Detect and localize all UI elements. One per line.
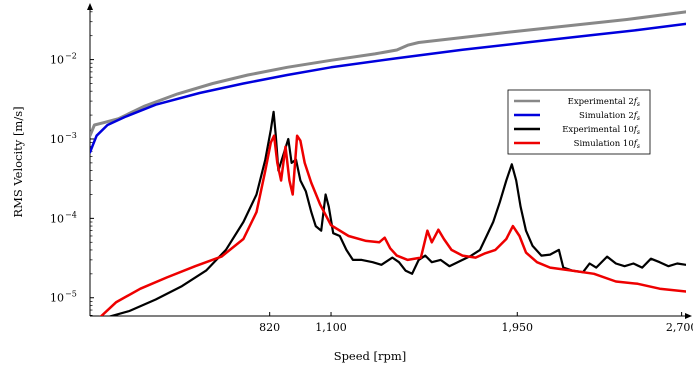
y-axis-arrow <box>87 3 93 10</box>
series-line-3 <box>99 134 686 316</box>
legend-label: Experimental 2fs <box>568 97 640 108</box>
y-tick-exponent: −3 <box>65 131 77 140</box>
y-tick-exponent: −2 <box>65 52 77 61</box>
y-tick-label: 10 <box>50 212 64 225</box>
x-tick-label: 1,950 <box>502 321 534 334</box>
x-axis-label: Speed [rpm] <box>334 349 407 363</box>
legend-label: Simulation 10fs <box>574 139 640 150</box>
legend-label: Simulation 2fs <box>579 111 640 122</box>
y-tick-exponent: −5 <box>65 290 77 299</box>
y-tick-label: 10 <box>50 133 64 146</box>
x-tick-label: 1,100 <box>315 321 347 334</box>
x-tick-label: 2,700 <box>666 321 693 334</box>
legend: Experimental 2fs Simulation 2fs Experiment… <box>507 89 651 155</box>
y-tick-label: 10 <box>50 292 64 305</box>
series-line-1 <box>90 22 686 154</box>
x-axis-arrow <box>685 313 692 319</box>
series-layer <box>90 10 686 316</box>
x-tick-label: 820 <box>259 321 280 334</box>
y-tick-exponent: −4 <box>65 210 77 219</box>
y-tick-label: 10 <box>50 54 64 67</box>
legend-label: Experimental 10fs <box>562 125 640 136</box>
y-axis-label: RMS Velocity [m/s] <box>11 106 25 217</box>
